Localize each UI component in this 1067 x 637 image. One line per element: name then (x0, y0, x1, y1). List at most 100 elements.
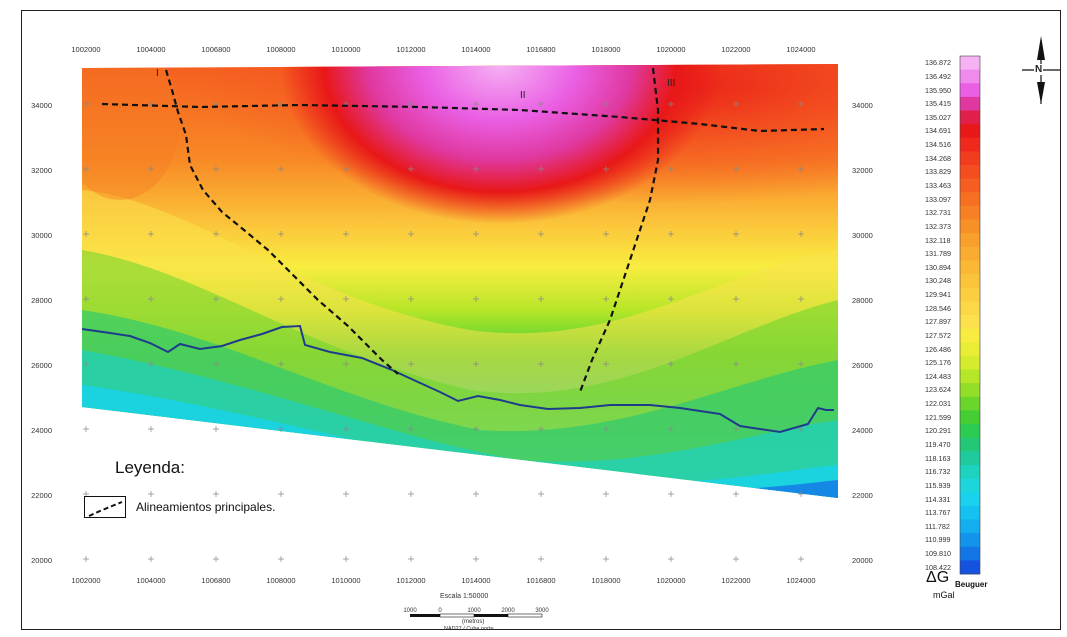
colorbar-swatch (960, 274, 980, 289)
scale-bar (410, 613, 543, 618)
colorbar-value: 110.999 (925, 535, 951, 545)
grid-cross (733, 556, 739, 562)
grid-cross (473, 231, 479, 237)
grid-cross (148, 491, 154, 497)
colorbar-value: 132.118 (925, 235, 951, 245)
y-tick-right: 26000 (852, 361, 873, 370)
colorbar-value: 132.373 (925, 221, 951, 231)
grid-cross (798, 231, 804, 237)
colorbar-value: 115.939 (925, 480, 951, 490)
colorbar-swatch (960, 315, 980, 330)
grid-cross (278, 231, 284, 237)
grid-cross (213, 231, 219, 237)
x-tick-top: 1020000 (656, 45, 685, 54)
grid-cross (798, 166, 804, 172)
grid-cross (343, 491, 349, 497)
colorbar-swatch (960, 165, 980, 180)
grid-cross (83, 231, 89, 237)
colorbar-value: 120.291 (925, 426, 951, 436)
grid-cross (148, 361, 154, 367)
grid-cross (408, 101, 414, 107)
grid-cross (83, 101, 89, 107)
scale-projection: NAD27 / Cuba norte (444, 626, 494, 632)
colorbar-value: 109.810 (925, 549, 951, 559)
colorbar-swatch (960, 437, 980, 452)
grid-cross (408, 361, 414, 367)
grid-cross (343, 296, 349, 302)
colorbar-value: 131.789 (925, 249, 951, 259)
x-tick-bottom: 1010000 (331, 576, 360, 585)
colorbar-swatch (960, 137, 980, 152)
grid-cross (213, 166, 219, 172)
colorbar-swatch (960, 205, 980, 220)
colorbar-swatch (960, 533, 980, 548)
colorbar-value: 130.894 (925, 262, 951, 272)
grid-cross (83, 556, 89, 562)
colorbar-swatch (960, 492, 980, 507)
x-tick-bottom: 1006800 (201, 576, 230, 585)
grid-cross (408, 556, 414, 562)
grid-cross (148, 101, 154, 107)
grid-cross (213, 491, 219, 497)
y-tick-right: 32000 (852, 166, 873, 175)
colorbar-swatch (960, 178, 980, 193)
colorbar-value: 133.097 (925, 194, 951, 204)
lineament-I (164, 69, 399, 375)
grid-cross (733, 296, 739, 302)
x-tick-bottom: 1014000 (461, 576, 490, 585)
x-tick-bottom: 1018000 (591, 576, 620, 585)
colorbar-value: 130.248 (925, 276, 951, 286)
scale-tick-label: 1000 (467, 608, 481, 614)
x-tick-bottom: 1020000 (656, 576, 685, 585)
grid-cross (603, 556, 609, 562)
colorbar-value: 125.176 (925, 358, 951, 368)
y-tick-left: 30000 (31, 231, 52, 240)
grid-cross (343, 231, 349, 237)
grid-cross (603, 426, 609, 432)
grid-cross (473, 296, 479, 302)
y-tick-left: 24000 (31, 426, 52, 435)
grid-cross (733, 491, 739, 497)
colorbar-swatch (960, 301, 980, 316)
colorbar-value: 134.691 (925, 126, 951, 136)
x-tick-bottom: 1024000 (786, 576, 815, 585)
grid-cross (213, 296, 219, 302)
grid-cross (538, 361, 544, 367)
scale-tick-label: 1000 (403, 608, 417, 614)
colorbar-swatch (960, 110, 980, 125)
colorbar-subscript: Beuguer (955, 580, 988, 589)
legend-swatch (84, 496, 126, 518)
colorbar-value: 136.492 (925, 71, 951, 81)
grid-cross (668, 231, 674, 237)
colorbar-value: 128.546 (925, 303, 951, 313)
grid-cross (473, 556, 479, 562)
gravity-field (82, 64, 838, 498)
x-tick-bottom: 1022000 (721, 576, 750, 585)
grid-cross (603, 166, 609, 172)
colorbar-value: 127.572 (925, 330, 951, 340)
colorbar-swatch (960, 396, 980, 411)
colorbar-value: 132.731 (925, 208, 951, 218)
grid-cross (603, 296, 609, 302)
colorbar-value: 108.422 (925, 562, 951, 572)
grid-cross (798, 361, 804, 367)
colorbar-swatch (960, 69, 980, 84)
y-tick-left: 28000 (31, 296, 52, 305)
grid-cross (473, 426, 479, 432)
legend-title: Leyenda: (115, 458, 185, 477)
grid-crosses (83, 101, 804, 562)
x-axis-top: 1002000 1004000 1006800 1008000 1010000 10120… (71, 45, 815, 54)
colorbar-value: 133.829 (925, 167, 951, 177)
x-tick-bottom: 1016800 (526, 576, 555, 585)
colorbar-swatch (960, 192, 980, 207)
grid-cross (278, 296, 284, 302)
colorbar-swatch (960, 369, 980, 384)
lineament-label-II: II (520, 90, 526, 101)
colorbar-value: 121.599 (925, 412, 951, 422)
colorbar-swatch (960, 560, 980, 575)
colorbar-value: 127.897 (925, 317, 951, 327)
north-label: N (1034, 64, 1044, 75)
x-tick-top: 1012000 (396, 45, 425, 54)
grid-cross (408, 166, 414, 172)
